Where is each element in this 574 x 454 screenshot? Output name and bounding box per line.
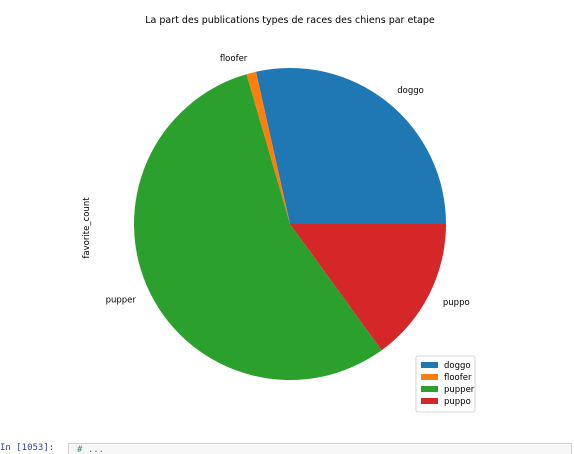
slice-label-puppo: puppo: [443, 298, 470, 308]
slice-label-doggo: doggo: [397, 86, 424, 96]
pie-slice-labels: doggo floofer pupper puppo: [106, 54, 470, 308]
slice-label-floofer: floofer: [220, 54, 248, 64]
pie-slice-doggo: [255, 68, 446, 224]
slice-label-pupper: pupper: [106, 295, 137, 305]
pie-slice-puppo: [290, 224, 446, 351]
legend-label-floofer: floofer: [444, 373, 472, 383]
code-cell-input[interactable]: # ...: [68, 443, 572, 454]
pie-slices: [134, 68, 446, 380]
pie-slice-pupper: [134, 74, 382, 380]
pie-chart: La part des publications types de races …: [82, 15, 476, 413]
legend-swatch-floofer: [421, 374, 438, 380]
legend-label-doggo: doggo: [444, 361, 471, 371]
legend-swatch-pupper: [421, 386, 438, 392]
legend-swatch-puppo: [421, 398, 438, 404]
pie-slice-floofer: [246, 71, 290, 224]
cell-prompt: In [1053]:: [0, 443, 55, 453]
legend-swatch-doggo: [421, 362, 438, 368]
legend-label-puppo: puppo: [444, 397, 471, 407]
chart-title: La part des publications types de races …: [145, 15, 435, 26]
legend-label-pupper: pupper: [444, 385, 475, 395]
y-axis-label: favorite_count: [82, 197, 92, 259]
legend: doggo floofer pupper puppo: [415, 355, 476, 413]
